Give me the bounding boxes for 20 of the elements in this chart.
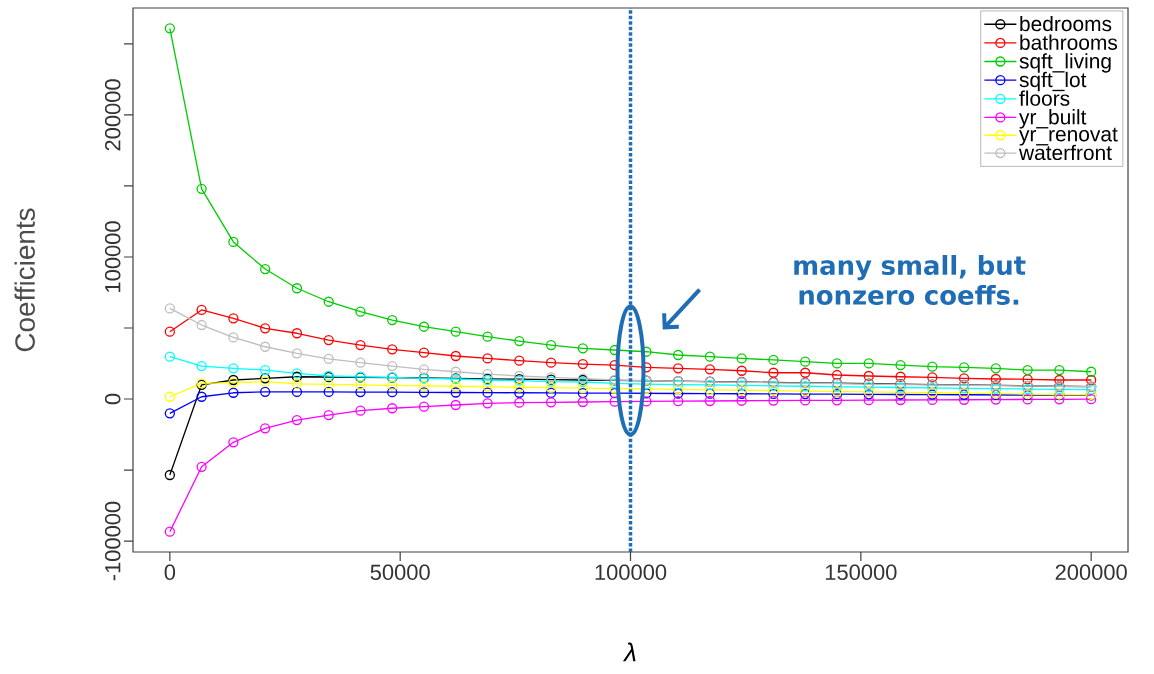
- legend-label: waterfront: [1018, 144, 1112, 161]
- annotation: many small, but nonzero coeffs.: [794, 255, 1026, 305]
- y-axis-title: Coefficients: [14, 208, 35, 352]
- legend-label: yr_renovat: [1019, 127, 1118, 146]
- x-tick-label: 50000: [370, 564, 430, 581]
- x-axis-title: λ: [622, 642, 636, 662]
- legend-label: bathrooms: [1020, 34, 1118, 50]
- x-tick-label: 100000: [595, 564, 667, 581]
- legend-label: floors: [1019, 90, 1070, 106]
- y-tick-label: -100000: [104, 501, 121, 581]
- y-tick-label: 200000: [104, 79, 121, 151]
- legend-label: yr_built: [1019, 109, 1087, 129]
- x-tick-label: 200000: [1055, 564, 1127, 581]
- legend-label: bedrooms: [1020, 15, 1112, 32]
- legend-label: sqft_lot: [1019, 71, 1087, 92]
- x-tick-label: 0: [164, 564, 176, 581]
- y-tick-label: 0: [104, 393, 121, 405]
- legend-label: sqft_living: [1019, 53, 1111, 73]
- y-tick-label: 100000: [104, 221, 121, 292]
- x-tick-label: 150000: [825, 564, 897, 581]
